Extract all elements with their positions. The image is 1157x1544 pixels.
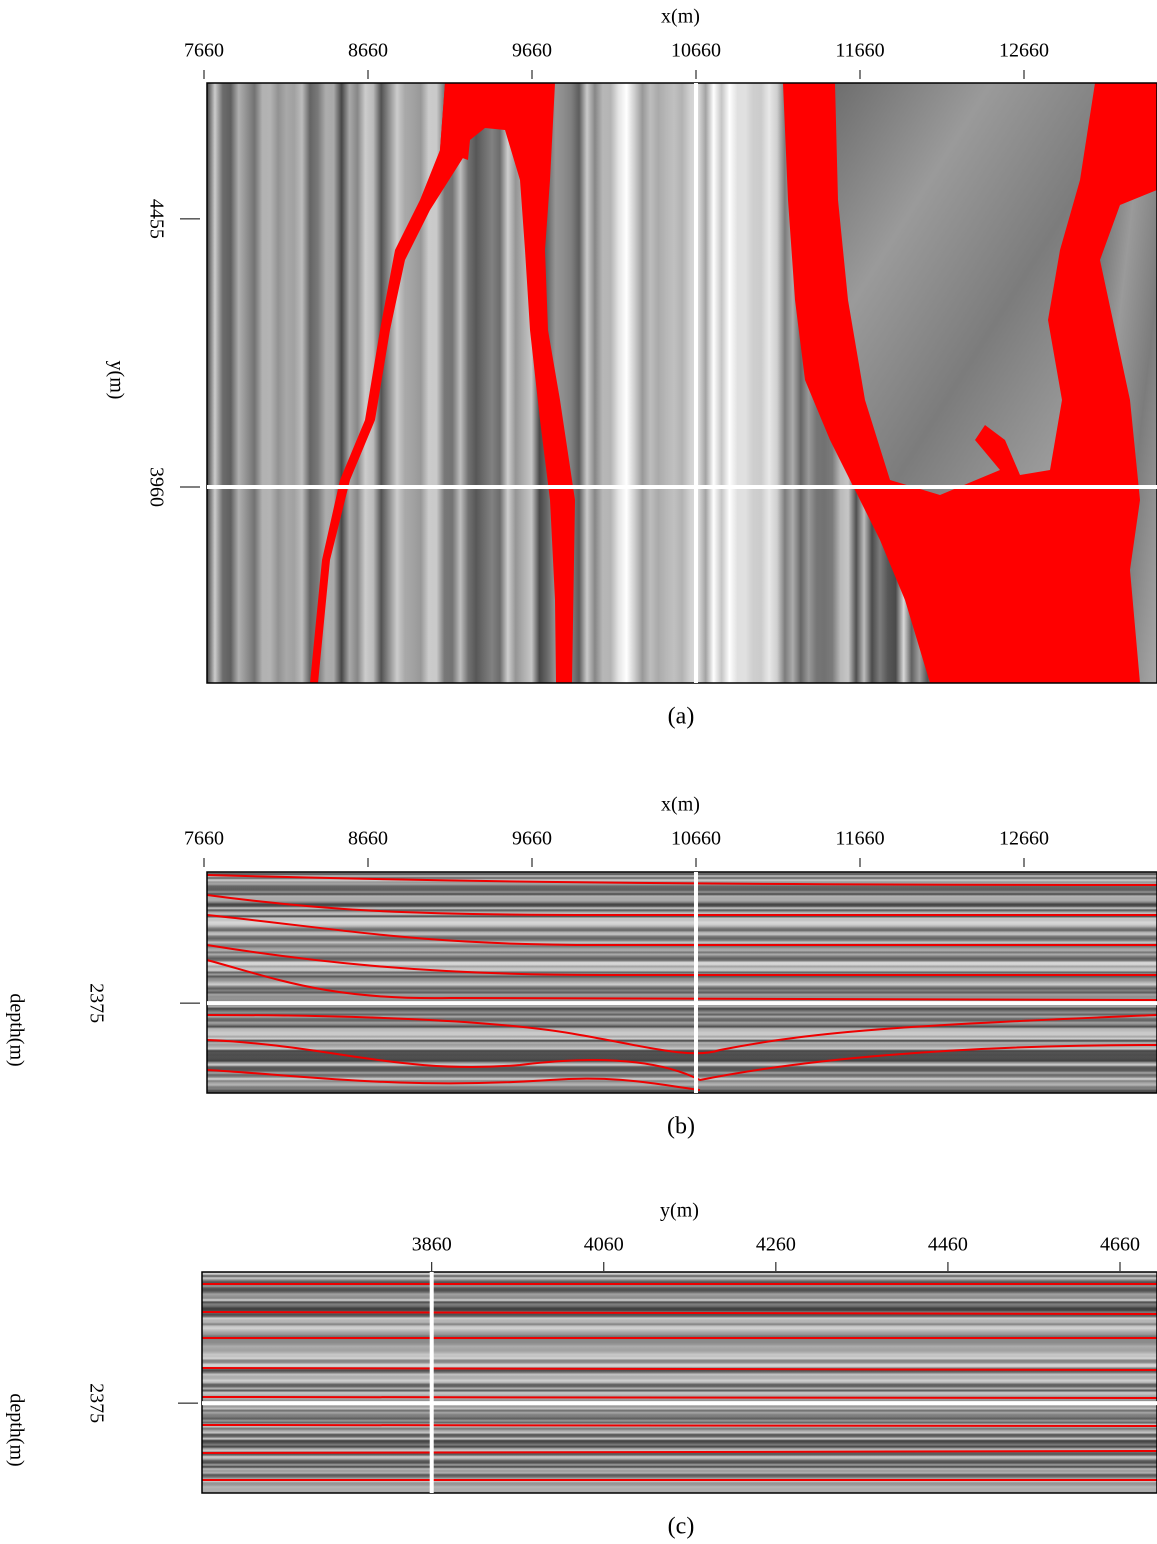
panel-caption: (c) (668, 1514, 695, 1540)
x-tick-label: 9660 (512, 828, 552, 850)
horizon (201, 1367, 1157, 1371)
horizon (201, 1450, 1157, 1454)
red-region (440, 83, 575, 683)
horizon (201, 1424, 1157, 1427)
horizon (201, 1396, 1157, 1399)
x-tick-label: 4060 (584, 1234, 624, 1256)
y-tick-label: 3960 (145, 467, 167, 507)
horizon (206, 944, 1157, 976)
x-axis-label: y(m) (660, 1200, 699, 1222)
y-axis-label: depth(m) (5, 1393, 27, 1466)
x-tick-label: 10660 (671, 40, 721, 62)
x-axis-label: x(m) (661, 794, 700, 816)
horizon (206, 959, 1157, 1001)
x-tick-label: 3860 (412, 1234, 452, 1256)
gray-region (835, 83, 1095, 495)
x-tick-label: 8660 (348, 40, 388, 62)
gray-region (1100, 190, 1157, 683)
x-tick-label: 4260 (756, 1234, 796, 1256)
horizon (206, 874, 1157, 886)
x-tick-label: 11660 (835, 40, 884, 62)
y-axis-label: y(m) (105, 361, 127, 400)
x-tick-label: 9660 (512, 40, 552, 62)
x-tick-label: 12660 (999, 828, 1049, 850)
panel-caption: (a) (668, 704, 695, 730)
x-tick-label: 8660 (348, 828, 388, 850)
horizon (206, 1069, 701, 1091)
panel-caption: (b) (667, 1114, 695, 1140)
seismic-image (206, 872, 1157, 1093)
horizon (206, 914, 1157, 946)
x-tick-label: 10660 (671, 828, 721, 850)
y-tick-label: 4455 (145, 199, 167, 239)
x-tick-label: 7660 (184, 828, 224, 850)
x-tick-label: 12660 (999, 40, 1049, 62)
y-axis-label: depth(m) (5, 993, 27, 1066)
horizon (206, 1039, 1157, 1082)
horizon (206, 1014, 1157, 1055)
horizon (201, 1311, 1157, 1315)
y-tick-label: 2375 (85, 983, 107, 1023)
x-tick-label: 7660 (184, 40, 224, 62)
seismic-image (201, 1272, 1157, 1493)
image-frame (206, 871, 1157, 1094)
x-tick-label: 11660 (835, 828, 884, 850)
image-frame (201, 1271, 1157, 1494)
x-tick-label: 4460 (928, 1234, 968, 1256)
x-tick-label: 4660 (1100, 1234, 1140, 1256)
seismic-image (207, 83, 1157, 683)
image-frame (206, 82, 1157, 684)
image-background (202, 1272, 1157, 1493)
horizon (206, 894, 1157, 916)
y-tick-label: 2375 (85, 1383, 107, 1423)
image-background (207, 872, 1157, 1093)
x-axis-label: x(m) (661, 6, 700, 28)
